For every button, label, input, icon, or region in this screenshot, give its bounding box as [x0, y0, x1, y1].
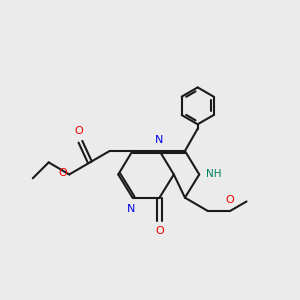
Text: O: O	[74, 126, 83, 136]
Text: N: N	[155, 135, 164, 145]
Text: O: O	[226, 195, 234, 205]
Text: N: N	[127, 204, 135, 214]
Text: NH: NH	[206, 169, 222, 179]
Text: O: O	[155, 226, 164, 236]
Text: O: O	[58, 168, 67, 178]
